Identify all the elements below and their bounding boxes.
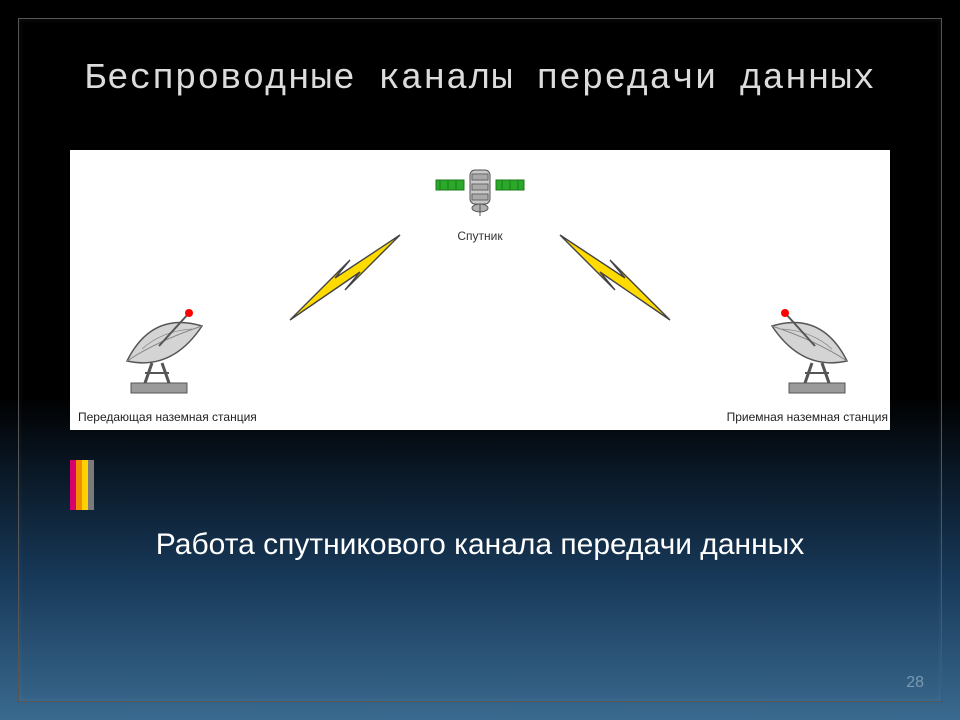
signal-downlink: [550, 230, 680, 335]
lightning-icon: [550, 230, 680, 330]
satellite-icon: [430, 164, 530, 220]
slide-title: Беспроводные каналы передачи данных: [0, 58, 960, 99]
receiver-node: Приемная наземная станция: [727, 291, 888, 424]
transmitter-label: Передающая наземная станция: [78, 410, 257, 424]
diagram-panel: Спутник Передающая н: [70, 150, 890, 430]
accent-bars: [70, 460, 94, 510]
lightning-icon: [280, 230, 410, 330]
satellite-label: Спутник: [430, 229, 530, 243]
accent-bar: [88, 460, 94, 510]
slide-caption: Работа спутникового канала передачи данн…: [0, 528, 960, 562]
transmitter-node: Передающая наземная станция: [78, 291, 257, 424]
receiver-label: Приемная наземная станция: [727, 410, 888, 424]
page-number: 28: [906, 674, 924, 692]
dish-antenna-icon: [737, 291, 877, 401]
satellite-node: Спутник: [430, 164, 530, 243]
slide: Беспроводные каналы передачи данных Спут…: [0, 0, 960, 720]
signal-uplink: [280, 230, 410, 335]
dish-antenna-icon: [97, 291, 237, 401]
